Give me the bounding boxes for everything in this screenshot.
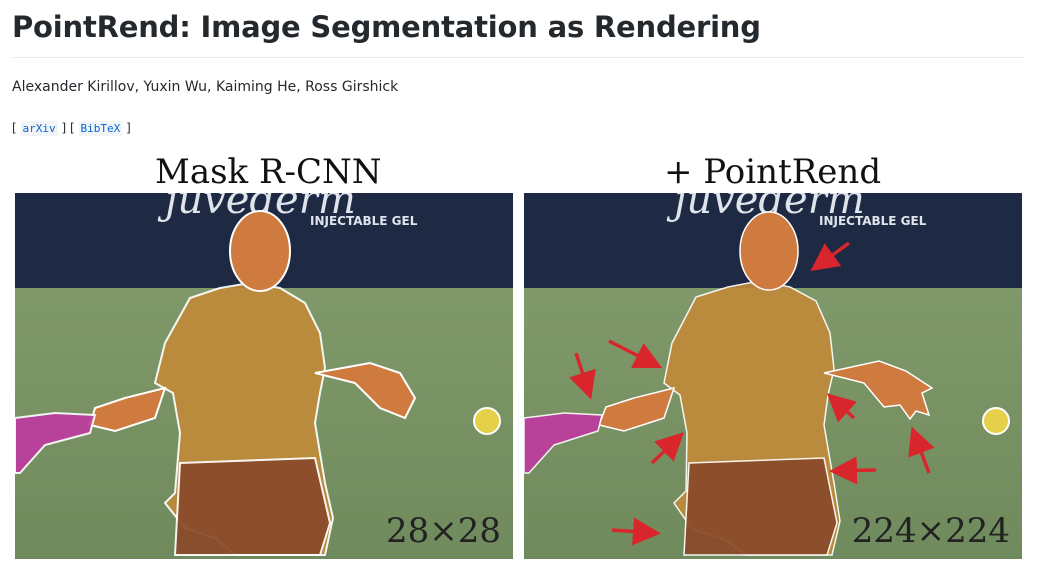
tennis-ball <box>982 407 1010 435</box>
bibtex-link[interactable]: BibTeX <box>78 121 123 136</box>
arrow-icon <box>608 339 663 369</box>
bracket-open: [ <box>12 121 17 135</box>
pointrend-panel: juvéderm INJECTABLE GEL 224×224 <box>524 193 1022 559</box>
boundary-arrows <box>569 241 935 546</box>
page-title: PointRend: Image Segmentation as Renderi… <box>12 10 761 44</box>
mask-resolution-label: 28×28 <box>385 511 501 551</box>
banner-sub-text: INJECTABLE GEL <box>819 214 927 228</box>
left-arm-mask <box>823 360 934 421</box>
arrow-icon <box>569 352 596 400</box>
link-row: [ arXiv ] [ BibTeX ] <box>12 121 131 136</box>
left-figure-caption: Mask R-CNN <box>155 152 382 192</box>
racket-mask <box>15 411 97 474</box>
arrow-icon <box>650 432 685 465</box>
head-mask <box>739 211 799 291</box>
left-arm-mask <box>314 361 417 420</box>
arrow-icon <box>826 393 857 423</box>
shorts-mask <box>683 457 838 556</box>
bracket-close: ] <box>61 121 67 135</box>
arrow-icon <box>908 426 935 474</box>
bracket-close: ] <box>126 121 131 135</box>
pointrend-image: juvéderm INJECTABLE GEL <box>524 193 1022 559</box>
racket-mask <box>524 412 603 474</box>
bracket-open: [ <box>69 121 75 135</box>
arxiv-link[interactable]: arXiv <box>20 121 58 136</box>
player-mask <box>15 210 417 556</box>
head-mask <box>229 210 291 292</box>
pointrend-resolution-label: 224×224 <box>851 511 1010 551</box>
author-list: Alexander Kirillov, Yuxin Wu, Kaiming He… <box>12 79 399 95</box>
shorts-mask <box>173 456 332 556</box>
mask-rcnn-panel: juvéderm INJECTABLE GEL 28×28 <box>15 193 513 559</box>
banner-sub-text: INJECTABLE GEL <box>310 214 418 228</box>
arrow-icon <box>611 517 661 546</box>
tennis-ball <box>473 407 501 435</box>
right-figure-caption: + PointRend <box>664 152 882 192</box>
player-mask <box>524 211 934 556</box>
arrow-icon <box>829 456 877 485</box>
title-divider <box>12 57 1024 58</box>
arrow-icon <box>810 241 851 272</box>
mask-rcnn-image: juvéderm INJECTABLE GEL <box>15 193 513 559</box>
